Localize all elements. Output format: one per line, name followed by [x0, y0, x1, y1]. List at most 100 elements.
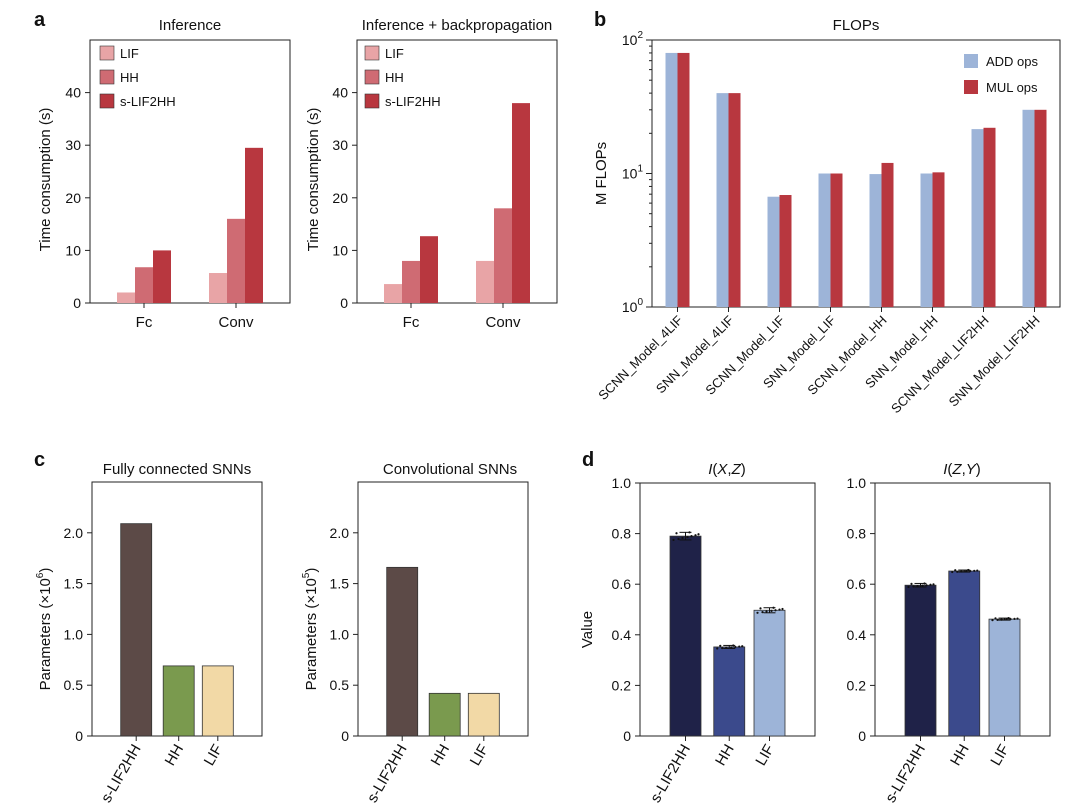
chart-c1-ytick-label: 0 [75, 728, 83, 744]
data-point [907, 585, 910, 589]
data-point [738, 645, 741, 648]
data-point [734, 645, 737, 649]
chart-a1-frame [89, 39, 291, 304]
chart-a1: Inference 0 10 20 30 40 Time consumption (s) Fc… [37, 17, 291, 331]
data-point [719, 644, 722, 647]
title-part: I [943, 461, 947, 478]
bar-mul-ops [677, 52, 690, 308]
y-axis-label: Value [579, 611, 596, 648]
x-tick-label: HH [428, 742, 454, 769]
data-point [912, 585, 915, 588]
data-point [772, 606, 775, 609]
data-point [688, 531, 691, 534]
legend-swatch [99, 69, 115, 85]
tick-base: 10 [622, 32, 638, 48]
bar-add-ops [665, 52, 678, 308]
chart-d2-ytick-label: 0.2 [847, 677, 867, 693]
bar-add-ops [1022, 109, 1035, 307]
title-part: ( [712, 461, 717, 478]
bar-s-lif2hh [669, 535, 702, 737]
bar-hh [135, 267, 153, 303]
data-point [929, 583, 932, 586]
y-tick-label: 101 [622, 164, 644, 182]
data-point [741, 645, 744, 648]
bar-lif [117, 292, 135, 303]
ylabel-exp: 5 [301, 572, 312, 578]
y-tick-label: 100 [622, 297, 644, 315]
bar-add-ops [716, 93, 729, 307]
bar-hh [162, 665, 195, 737]
data-point [1016, 617, 1019, 620]
chart-d2-ytick-label: 0 [858, 728, 866, 744]
data-point [761, 611, 764, 614]
data-point [725, 646, 728, 649]
legend-swatch [964, 54, 978, 68]
bar-add-ops [869, 174, 882, 307]
ylabel-end: ) [37, 568, 54, 573]
x-tick-label: SCNN_Model_LIF2HH [888, 313, 992, 417]
chart-c2-ytick-label: 2.0 [330, 525, 350, 541]
legend-label: LIF [120, 46, 139, 61]
x-tick-label: s-LIF2HH [882, 742, 929, 806]
bar-hh [948, 570, 981, 737]
data-point [1000, 618, 1003, 621]
data-point [716, 647, 719, 650]
chart-c2-ytick-label: 1.5 [330, 576, 350, 592]
chart-a2: Inference + backpropagation 0 10 20 30 40 Time… [305, 17, 558, 331]
chart-a2-ytick-label: 20 [332, 190, 348, 206]
chart-d1-ytick-label: 1.0 [612, 475, 632, 491]
data-point [681, 536, 684, 540]
chart-c1-ytick-label: 1.5 [64, 576, 84, 592]
bar-lif [384, 284, 402, 303]
bar-hh [227, 218, 245, 303]
data-point [976, 569, 979, 572]
x-tick-label: Fc [136, 314, 153, 331]
chart-a1-ytick-label: 10 [65, 242, 81, 258]
chart-title: I(Z,Y) [943, 461, 981, 478]
bar-hh [494, 208, 512, 303]
bar-hh [428, 692, 461, 737]
legend-label: ADD ops [986, 54, 1039, 69]
y-axis-label: Parameters (×106) [35, 568, 54, 691]
chart-c1-ytick-label: 1.0 [64, 626, 84, 642]
data-point [923, 582, 926, 585]
x-tick-label: Conv [485, 314, 521, 331]
data-point [778, 608, 781, 611]
chart-a1-ytick-label: 20 [65, 190, 81, 206]
data-point [697, 533, 700, 536]
bar-hh [402, 260, 420, 303]
data-point [730, 646, 733, 649]
bar-s-lif2hh [120, 523, 153, 737]
x-tick-label: Fc [403, 314, 420, 331]
chart-c2-ytick-label: 1.0 [330, 626, 350, 642]
data-point [1009, 618, 1012, 621]
bar-mul-ops [983, 127, 996, 307]
data-point [756, 611, 759, 614]
bar-lif [467, 692, 500, 737]
title-part: ( [947, 461, 952, 478]
data-point [1007, 617, 1010, 620]
title-part: Z [951, 461, 962, 478]
data-point [759, 607, 762, 610]
chart-d1-ytick-label: 0.4 [612, 627, 632, 643]
bar-add-ops [920, 173, 933, 307]
panel-label-b: b [594, 9, 606, 31]
x-tick-label: SNN_Model_LIF2HH [946, 313, 1043, 410]
chart-d2-ytick-label: 0.6 [847, 576, 867, 592]
chart-title: Inference + backpropagation [362, 17, 553, 34]
y-axis-label: M FLOPs [593, 142, 610, 205]
chart-c1-ytick-label: 0.5 [64, 677, 84, 693]
x-tick-label: s-LIF2HH [647, 742, 694, 806]
legend-label: s-LIF2HH [385, 94, 441, 109]
chart-c2-ytick-label: 0 [341, 728, 349, 744]
chart-a1-ytick-label: 0 [73, 295, 81, 311]
x-tick-label: Conv [218, 314, 254, 331]
chart-d2: I(Z,Y) 0 0.2 0.4 0.6 0.8 1.0 s-LIF2HH HH LIF [847, 461, 1051, 806]
bar-mul-ops [932, 172, 945, 307]
data-point [781, 607, 784, 611]
data-point [973, 569, 976, 572]
data-point [960, 570, 963, 573]
data-point [672, 538, 675, 542]
x-tick-label: HH [162, 742, 188, 769]
